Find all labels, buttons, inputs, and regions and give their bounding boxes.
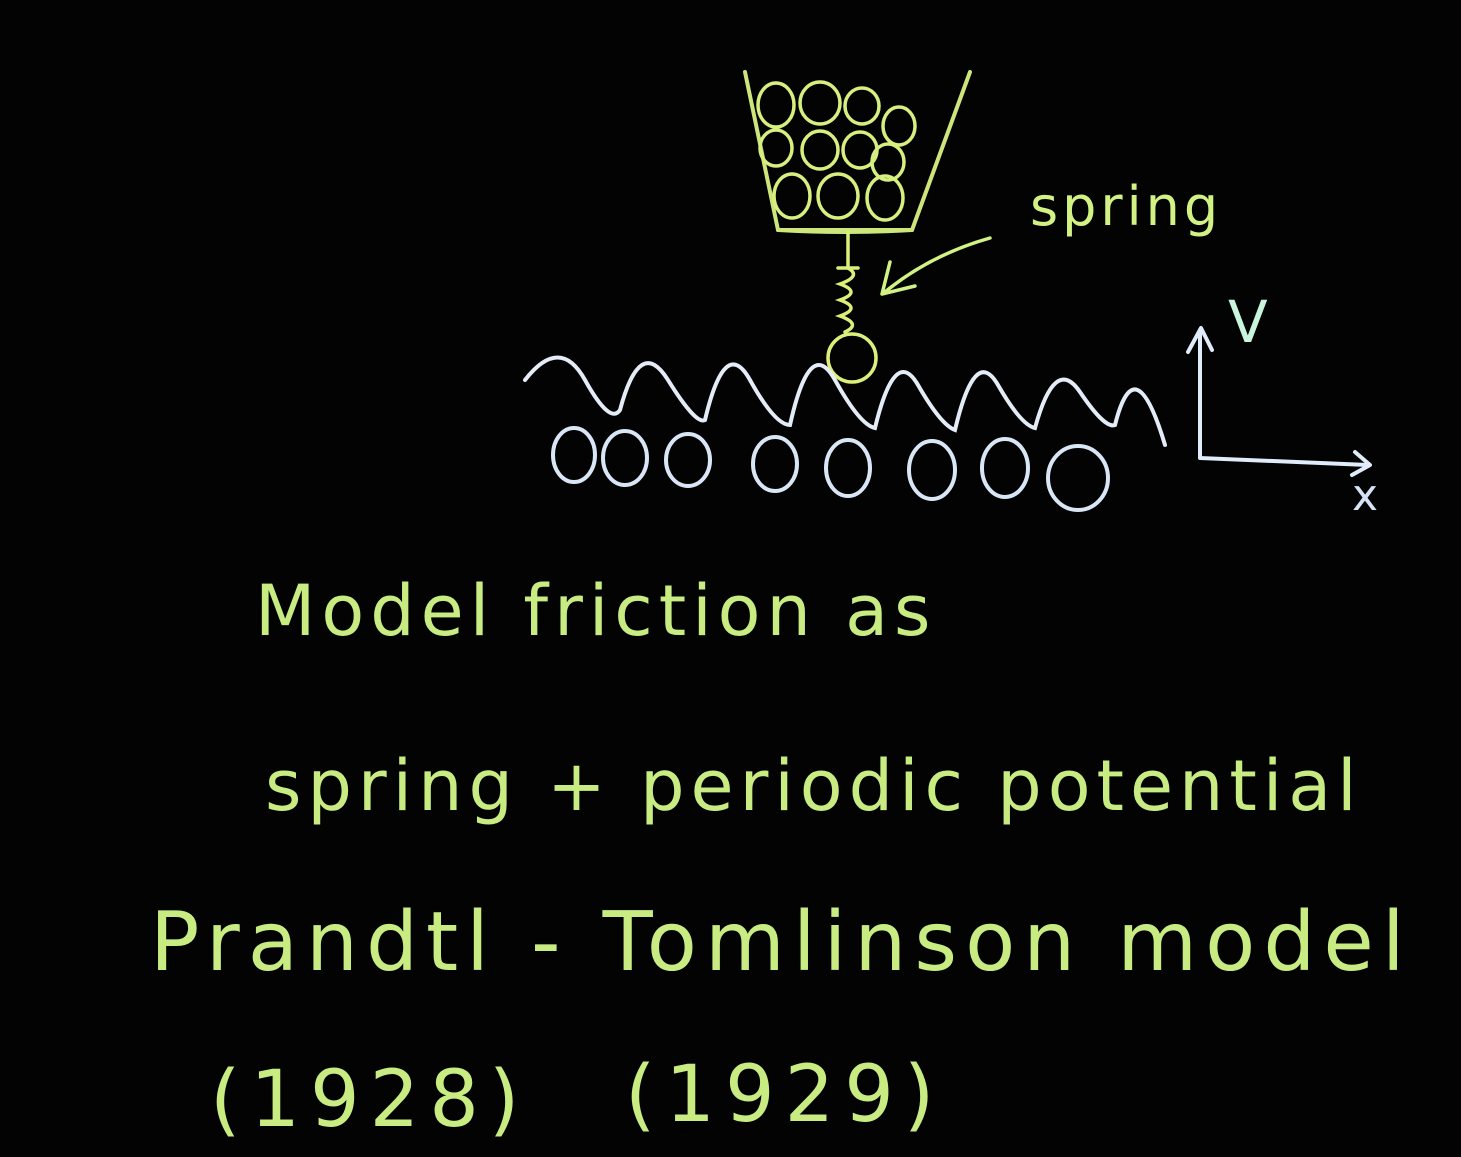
year-prandtl: (1928) (210, 1055, 530, 1145)
axis-x-label: x (1352, 470, 1385, 521)
spring-arrow (880, 236, 992, 296)
text-line-1: Model friction as (255, 570, 937, 652)
substrate-atoms (551, 426, 1110, 512)
spring-label: spring (1030, 175, 1223, 238)
periodic-potential-wave (523, 355, 1167, 447)
spring (826, 230, 878, 384)
text-line-2: spring + periodic potential (265, 745, 1363, 827)
text-line-3: Prandtl - Tomlinson model (150, 895, 1413, 990)
axes (1186, 326, 1372, 477)
axis-v-label: V (1228, 288, 1274, 356)
year-tomlinson: (1929) (625, 1050, 945, 1140)
block-atoms (756, 80, 917, 222)
